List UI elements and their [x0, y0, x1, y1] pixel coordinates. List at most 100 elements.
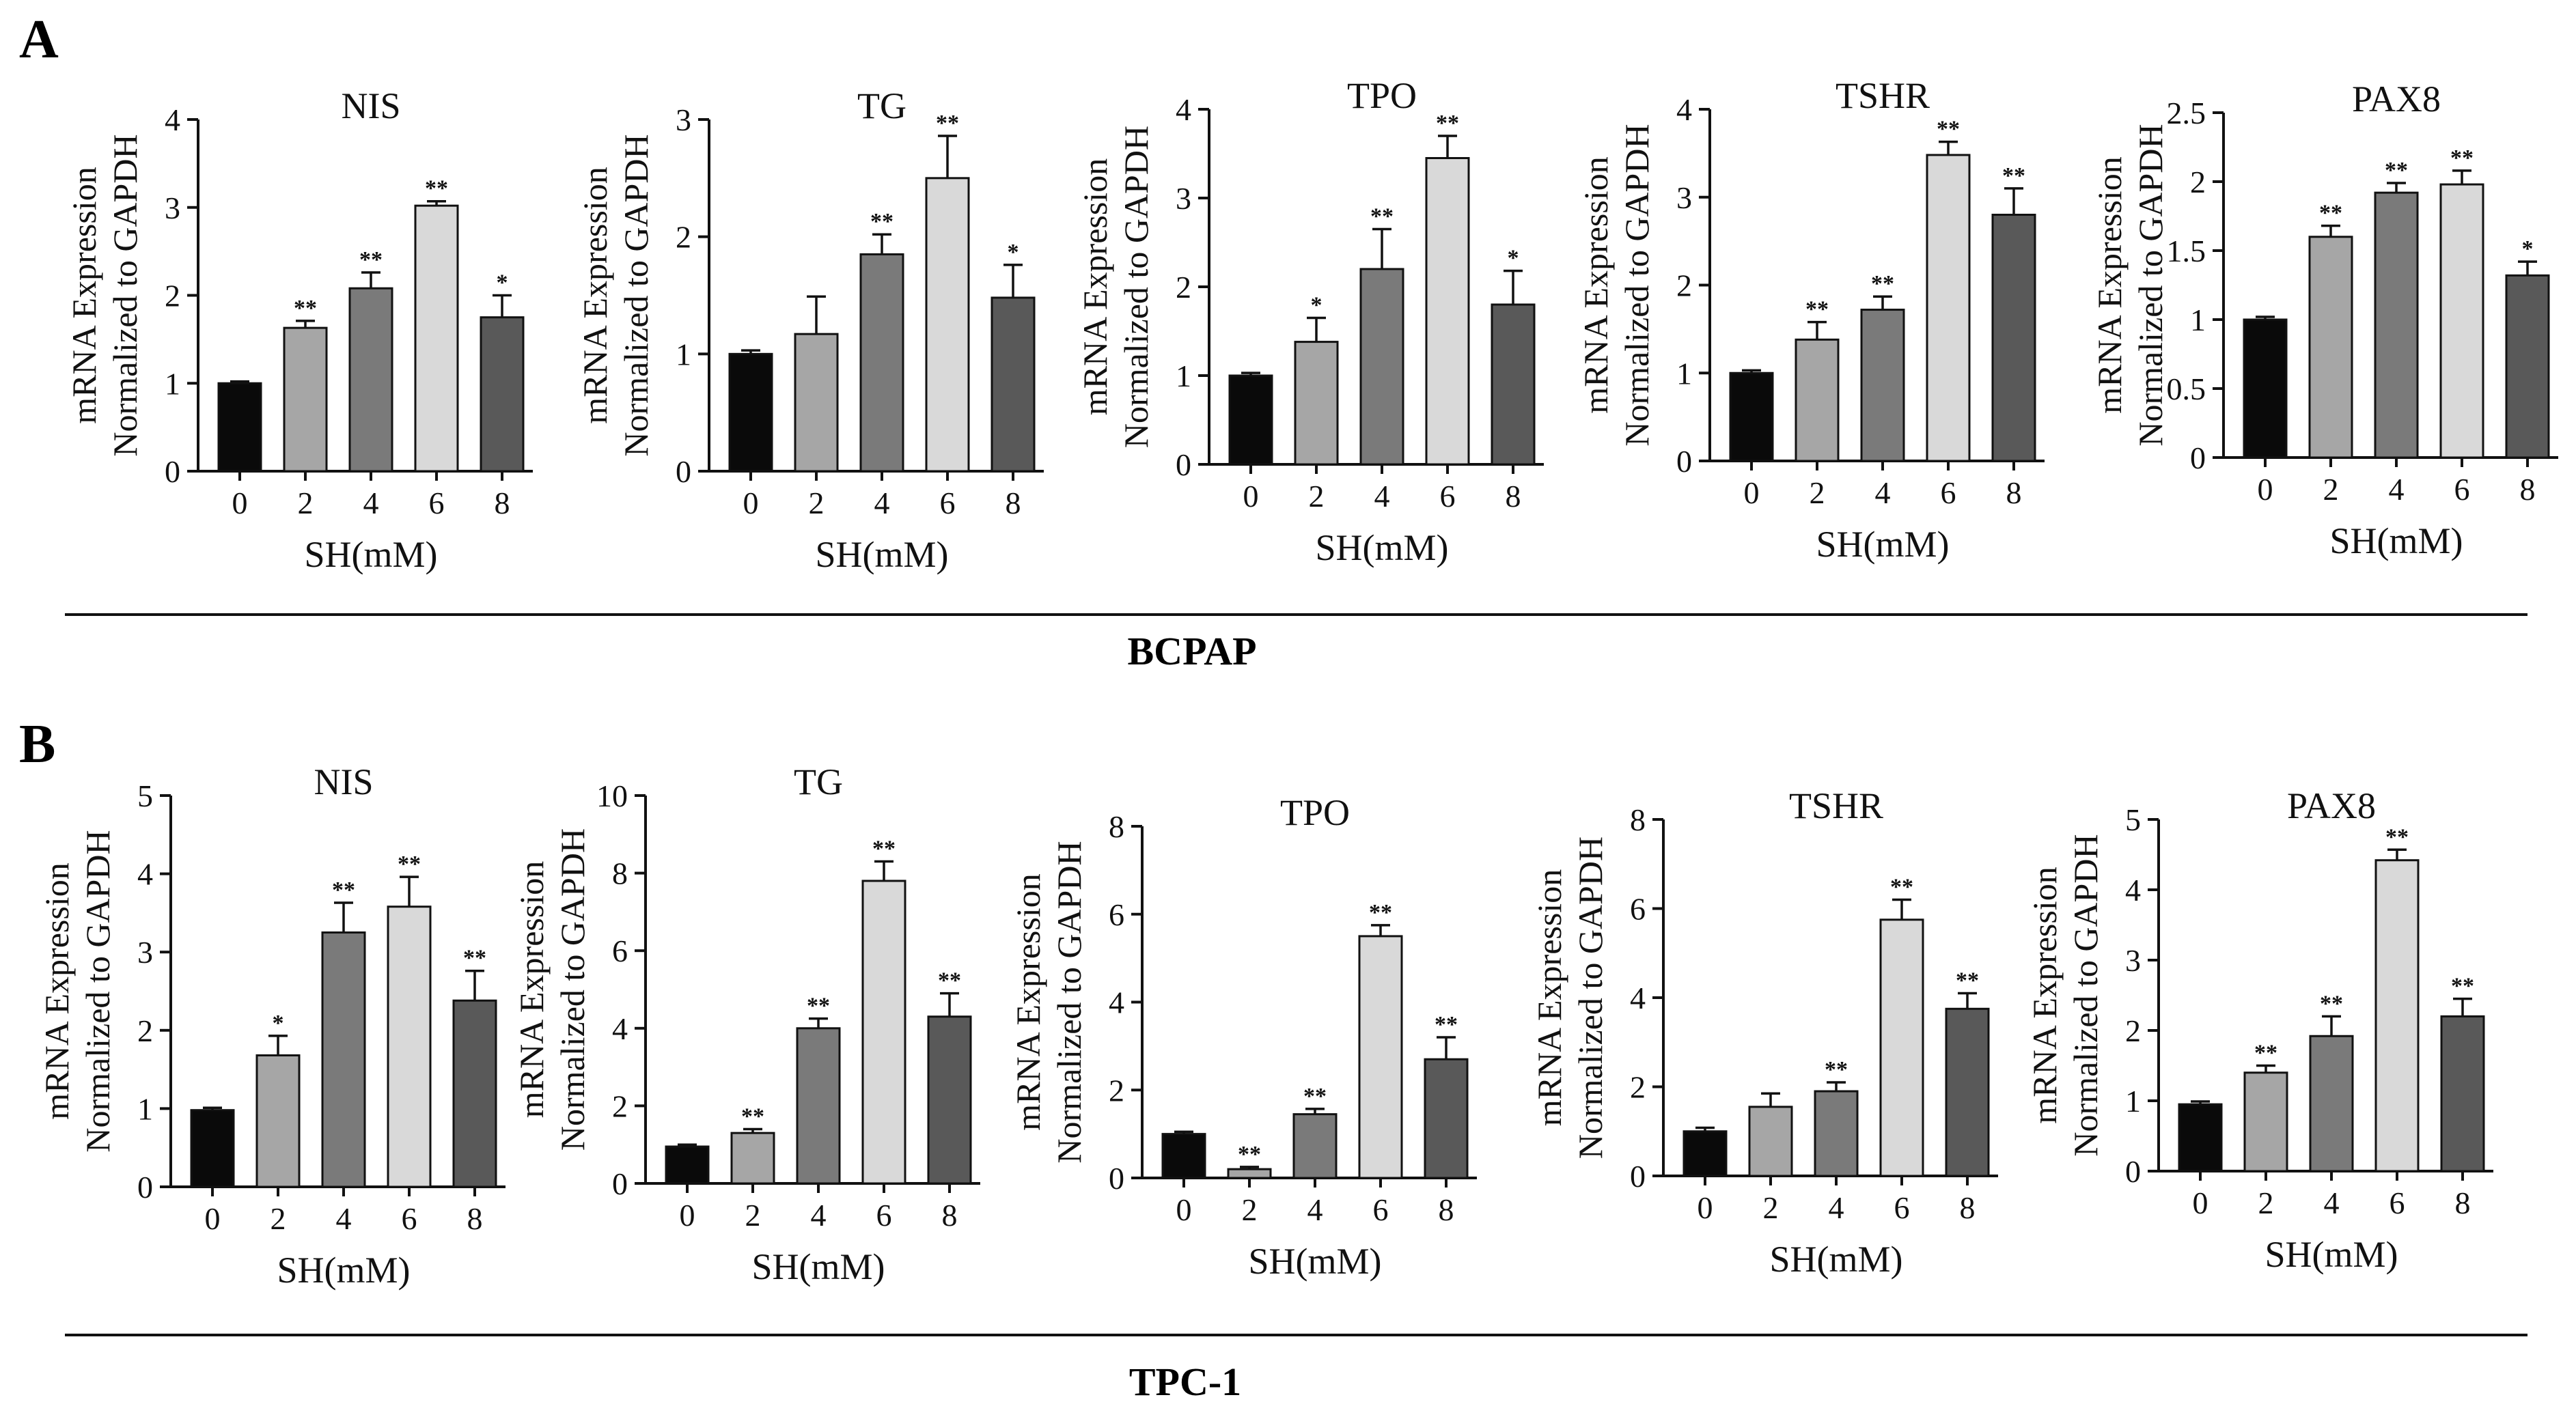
x-tick-label: 2	[809, 486, 825, 520]
y-axis-label: mRNA Expression	[2090, 156, 2129, 413]
x-tick-label: 0	[205, 1201, 221, 1236]
bar-b-pax8-4	[2309, 1035, 2354, 1172]
bar-a-tshr-4	[1860, 309, 1905, 462]
bar-b-tshr-6	[1879, 918, 1924, 1177]
bar-a-pax8-0	[2243, 318, 2288, 459]
chart-title: TSHR	[1836, 75, 1930, 116]
bar-a-pax8-4	[2374, 191, 2419, 459]
bar-a-tshr-0	[1729, 371, 1774, 462]
y-tick-label: 0	[612, 1166, 628, 1201]
x-tick-label: 0	[232, 486, 248, 520]
x-tick-label: 2	[2258, 1185, 2274, 1220]
y-tick-label: 2	[137, 1013, 153, 1048]
significance-marker: **	[1238, 1142, 1261, 1167]
x-tick-label: 2	[745, 1198, 761, 1233]
y-tick-label: 5	[2125, 802, 2141, 837]
y-axis-label: mRNA Expression	[1009, 873, 1047, 1130]
y-tick-label: 1	[165, 366, 180, 401]
y-tick-label: 2	[612, 1088, 628, 1123]
y-tick-label: 3	[165, 191, 180, 225]
significance-marker: **	[1303, 1084, 1327, 1109]
y-axis-label: Normalized to GAPDH	[617, 134, 655, 456]
chart-title: PAX8	[2352, 79, 2441, 120]
significance-marker: **	[463, 946, 486, 971]
chart-title: TPO	[1280, 792, 1350, 833]
x-tick-label: 2	[1242, 1192, 1258, 1227]
significance-marker: **	[1435, 1012, 1458, 1037]
y-tick-label: 0.5	[2167, 371, 2206, 406]
significance-marker: **	[1369, 900, 1392, 925]
y-tick-label: 2	[1176, 270, 1191, 305]
bar-b-tg-8	[927, 1015, 972, 1185]
x-tick-label: 4	[363, 486, 379, 520]
y-tick-label: 0	[1109, 1161, 1124, 1196]
x-tick-label: 8	[1506, 479, 1521, 514]
y-tick-label: 3	[1676, 180, 1692, 215]
significance-marker: **	[870, 209, 894, 234]
y-tick-label: 3	[2125, 943, 2141, 978]
bar-a-pax8-8	[2505, 274, 2550, 459]
x-tick-label: 6	[1941, 475, 1956, 510]
tpc1-divider	[65, 1334, 2527, 1336]
bar-b-tshr-2	[1748, 1106, 1793, 1177]
y-axis-label: Normalized to GAPDH	[79, 830, 117, 1152]
y-tick-label: 4	[1630, 981, 1646, 1015]
bar-a-tpo-8	[1491, 303, 1536, 466]
x-axis-label: SH(mM)	[1315, 527, 1448, 568]
y-axis-label: mRNA Expression	[65, 167, 103, 423]
x-tick-label: 4	[811, 1198, 827, 1233]
x-tick-label: 6	[2390, 1185, 2405, 1220]
y-tick-label: 3	[676, 102, 691, 137]
x-tick-label: 6	[402, 1201, 417, 1236]
x-axis-label: SH(mM)	[277, 1250, 410, 1291]
y-tick-label: 0	[165, 454, 180, 489]
bar-b-pax8-6	[2374, 859, 2420, 1172]
y-tick-label: 1	[2190, 303, 2206, 337]
y-tick-label: 0	[2125, 1154, 2141, 1189]
chart-title: TPO	[1347, 75, 1417, 116]
x-tick-label: 0	[1243, 479, 1259, 514]
significance-marker: **	[872, 837, 896, 862]
y-tick-label: 0	[1176, 447, 1191, 482]
significance-marker: **	[1956, 968, 1979, 993]
x-tick-label: 0	[743, 486, 759, 520]
bar-b-nis-4	[321, 931, 366, 1188]
bar-b-pax8-2	[2243, 1071, 2288, 1172]
bar-b-tg-6	[861, 880, 906, 1185]
significance-marker: **	[1370, 204, 1394, 229]
y-tick-label: 0	[1630, 1159, 1646, 1194]
y-tick-label: 2	[1630, 1070, 1646, 1105]
significance-marker: **	[1937, 117, 1960, 142]
x-axis-label: SH(mM)	[1816, 524, 1949, 565]
y-tick-label: 6	[1630, 892, 1646, 927]
y-axis-label: Normalized to GAPDH	[1571, 837, 1609, 1159]
y-tick-label: 2	[2190, 165, 2206, 199]
bar-a-nis-2	[283, 326, 328, 473]
y-axis-label: mRNA Expression	[2025, 867, 2064, 1123]
x-axis-label: SH(mM)	[1248, 1241, 1381, 1282]
x-tick-label: 4	[2389, 472, 2405, 507]
bar-b-pax8-0	[2178, 1103, 2223, 1172]
significance-marker: **	[1871, 271, 1894, 296]
x-axis-label: SH(mM)	[751, 1246, 885, 1287]
x-tick-label: 6	[1440, 479, 1456, 514]
bar-b-tpo-0	[1161, 1133, 1206, 1179]
y-tick-label: 4	[137, 857, 153, 892]
x-tick-label: 6	[1373, 1192, 1389, 1227]
x-tick-label: 4	[1307, 1192, 1323, 1227]
y-axis-label: mRNA Expression	[576, 167, 614, 423]
x-tick-label: 4	[336, 1201, 352, 1236]
chart-title: NIS	[341, 85, 400, 126]
significance-marker: **	[398, 852, 421, 877]
y-tick-label: 4	[2125, 873, 2141, 908]
significance-marker: **	[741, 1104, 764, 1129]
y-tick-label: 3	[1176, 181, 1191, 216]
y-tick-label: 1	[137, 1091, 153, 1126]
x-tick-label: 8	[495, 486, 510, 520]
y-tick-label: 1	[2125, 1084, 2141, 1119]
y-tick-label: 2	[165, 279, 180, 313]
x-tick-label: 8	[467, 1201, 483, 1236]
y-tick-label: 2	[2125, 1013, 2141, 1048]
y-tick-label: 8	[612, 856, 628, 891]
significance-marker: **	[425, 176, 448, 201]
